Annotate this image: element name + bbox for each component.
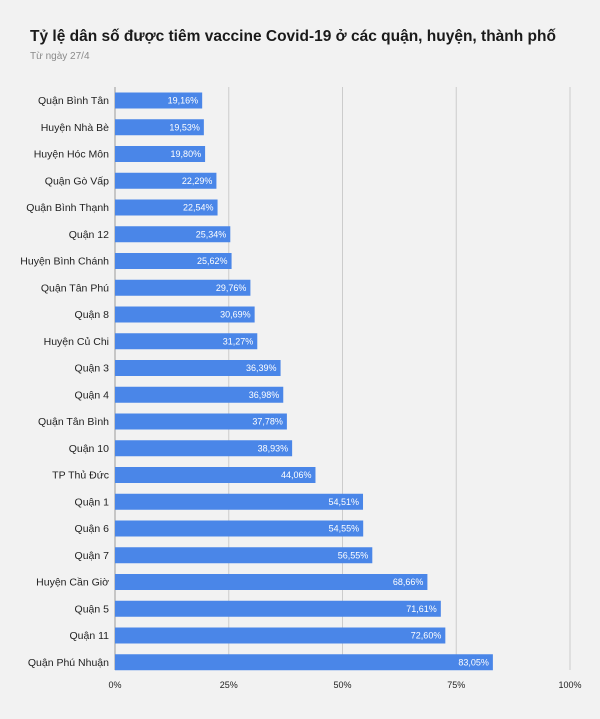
data-label: 22,29% [182, 176, 213, 186]
bar-7 [115, 279, 251, 296]
x-tick-label: 0% [108, 680, 121, 690]
bar-20 [115, 627, 446, 644]
category-label: Quận 12 [69, 229, 109, 241]
x-tick-label: 25% [220, 680, 238, 690]
bar-13 [115, 440, 293, 457]
x-tick-label: 50% [333, 680, 351, 690]
bar-9 [115, 333, 258, 350]
data-label: 56,55% [338, 550, 369, 560]
category-label: Huyện Nhà Bè [41, 122, 109, 134]
data-label: 54,51% [328, 497, 359, 507]
data-label: 54,55% [329, 524, 360, 534]
data-label: 68,66% [393, 577, 424, 587]
data-label: 30,69% [220, 310, 251, 320]
category-label: Huyện Bình Chánh [20, 256, 109, 268]
bar-6 [115, 253, 232, 269]
data-label: 29,76% [216, 283, 247, 293]
category-label: Quận Gò Vấp [45, 175, 109, 187]
category-label: Quận Tân Phú [41, 282, 109, 294]
bar-16 [115, 520, 364, 537]
category-label: Quận Tân Bình [38, 416, 109, 428]
data-label: 38,93% [258, 443, 289, 453]
data-label: 19,80% [171, 149, 202, 159]
bar-11 [115, 386, 284, 403]
category-label: Quận 4 [75, 389, 110, 401]
category-label: Quận 11 [69, 630, 109, 642]
data-label: 31,27% [223, 336, 254, 346]
data-label: 25,62% [197, 256, 228, 266]
category-label: Huyện Củ Chi [44, 336, 109, 348]
bar-14 [115, 467, 316, 483]
bar-17 [115, 547, 373, 564]
bar-4 [115, 199, 218, 216]
bar-1 [115, 119, 204, 136]
data-label: 22,54% [183, 203, 214, 213]
category-label: Quận 5 [75, 603, 110, 615]
category-label: Quận 7 [75, 550, 110, 562]
category-label: Huyện Hóc Môn [34, 149, 109, 161]
bar-8 [115, 306, 255, 323]
bar-21 [115, 654, 493, 671]
category-label: Quận Bình Tân [38, 95, 109, 107]
category-label: Quận 1 [75, 496, 110, 508]
bar-2 [115, 146, 206, 162]
category-label: Quận 10 [69, 443, 109, 455]
bar-3 [115, 172, 217, 189]
data-label: 72,60% [411, 631, 442, 641]
data-label: 83,05% [458, 657, 489, 667]
category-label: Quận Bình Thạnh [26, 202, 109, 214]
bar-15 [115, 493, 364, 510]
bar-5 [115, 226, 231, 243]
data-label: 36,98% [249, 390, 280, 400]
data-label: 36,39% [246, 363, 277, 373]
data-label: 19,16% [168, 96, 199, 106]
x-tick-label: 100% [558, 680, 581, 690]
data-label: 19,53% [169, 122, 200, 132]
bar-10 [115, 360, 281, 376]
category-label: Huyện Cần Giờ [36, 577, 109, 589]
bar-19 [115, 600, 441, 617]
data-label: 71,61% [406, 604, 437, 614]
chart-subtitle: Từ ngày 27/4 [30, 51, 90, 62]
chart-title: Tỷ lệ dân số được tiêm vaccine Covid-19 … [30, 28, 556, 45]
data-label: 44,06% [281, 470, 312, 480]
bar-0 [115, 92, 203, 109]
data-label: 37,78% [252, 417, 283, 427]
category-label: Quận Phú Nhuận [28, 657, 109, 669]
bar-12 [115, 413, 287, 430]
category-label: Quận 8 [75, 309, 110, 321]
data-label: 25,34% [196, 229, 227, 239]
category-label: TP Thủ Đức [52, 470, 109, 482]
bar-18 [115, 574, 428, 590]
x-tick-label: 75% [447, 680, 465, 690]
category-label: Quận 6 [75, 523, 110, 535]
category-label: Quận 3 [75, 363, 110, 375]
